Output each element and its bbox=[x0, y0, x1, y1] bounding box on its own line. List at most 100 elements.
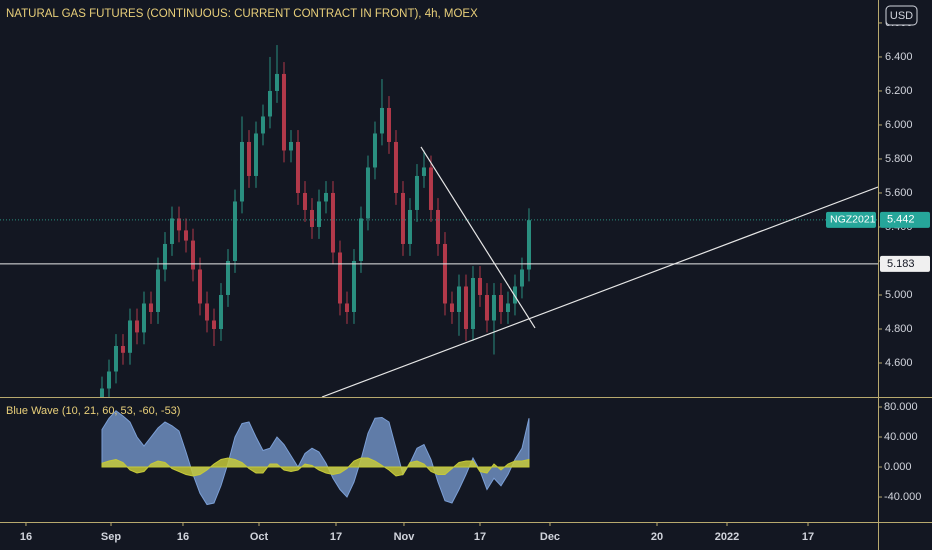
x-tick-label: 2022 bbox=[715, 531, 739, 543]
y2-tick-label: 40.000 bbox=[884, 431, 918, 443]
wave-area bbox=[101, 410, 530, 506]
y-tick-label: 5.600 bbox=[885, 187, 913, 199]
candle-body bbox=[463, 286, 468, 329]
level-label: 5.183 bbox=[887, 258, 915, 270]
candle-body bbox=[155, 269, 160, 312]
candle-body bbox=[505, 303, 510, 312]
candle-body bbox=[526, 220, 531, 270]
x-tick-label: 17 bbox=[802, 531, 814, 543]
y-tick-label: 5.000 bbox=[885, 289, 913, 301]
candle-body bbox=[477, 277, 482, 295]
x-tick-label: 20 bbox=[651, 531, 663, 543]
currency-box[interactable] bbox=[885, 5, 918, 26]
signal-area bbox=[101, 457, 530, 477]
candle-body bbox=[456, 286, 461, 312]
candle-body bbox=[197, 269, 202, 304]
candle-body bbox=[442, 243, 447, 304]
indicator-pane bbox=[101, 410, 530, 506]
x-tick-label: 16 bbox=[20, 531, 32, 543]
candle-body bbox=[246, 141, 251, 176]
candle-body bbox=[183, 230, 188, 241]
candle-body bbox=[253, 133, 258, 176]
y2-tick-label: -40.000 bbox=[884, 491, 921, 503]
candle-body bbox=[120, 345, 125, 353]
candle-body bbox=[274, 73, 279, 91]
candle-body bbox=[267, 90, 272, 117]
last-price-label: 5.442 bbox=[887, 214, 915, 226]
indicator-name: Blue Wave (10, 21, 60, 53, -60, -53) bbox=[6, 405, 180, 417]
candle-body bbox=[330, 192, 335, 253]
candle-body bbox=[386, 107, 391, 142]
currency[interactable]: USD bbox=[890, 10, 913, 22]
candle-body bbox=[498, 294, 503, 312]
candle-body bbox=[127, 320, 132, 353]
symbol-label: NGZ2021 bbox=[830, 214, 876, 226]
x-tick-label: Dec bbox=[540, 531, 560, 543]
candle-body bbox=[491, 294, 496, 321]
candle-body bbox=[484, 294, 489, 321]
candle-body bbox=[99, 388, 104, 397]
y-tick-label: 6.400 bbox=[885, 51, 913, 63]
labels: 4.6004.8005.0005.2005.4005.6005.8006.000… bbox=[20, 17, 930, 543]
y-tick-label: 4.600 bbox=[885, 357, 913, 369]
candle-body bbox=[134, 320, 139, 333]
candle-body bbox=[239, 141, 244, 202]
candle-body bbox=[225, 260, 230, 295]
candle-body bbox=[218, 294, 223, 329]
candle-body bbox=[407, 209, 412, 244]
candle-body bbox=[169, 218, 174, 244]
y2-tick-label: 0.000 bbox=[884, 461, 912, 473]
candle-body bbox=[512, 286, 517, 304]
price-label-box bbox=[880, 211, 930, 228]
candle-body bbox=[400, 192, 405, 244]
y-tick-label: 6.000 bbox=[885, 119, 913, 131]
candle-body bbox=[379, 107, 384, 134]
candle-body bbox=[309, 209, 314, 227]
candle-body bbox=[232, 201, 237, 261]
candle-body bbox=[428, 167, 433, 210]
candle-body bbox=[162, 243, 167, 270]
candle-body bbox=[351, 260, 356, 312]
trend-line bbox=[321, 186, 878, 397]
price-pane bbox=[0, 45, 878, 397]
candle-body bbox=[414, 175, 419, 210]
y-tick-label: 4.800 bbox=[885, 323, 913, 335]
candle-body bbox=[316, 201, 321, 227]
x-tick-label: 16 bbox=[177, 531, 189, 543]
candle-body bbox=[421, 167, 426, 176]
x-tick-label: 17 bbox=[330, 531, 342, 543]
candle-body bbox=[288, 141, 293, 151]
x-tick-label: Oct bbox=[250, 531, 269, 543]
candle-body bbox=[302, 192, 307, 210]
candle-body bbox=[176, 218, 181, 231]
price-label-box bbox=[826, 211, 876, 228]
candle-body bbox=[148, 303, 153, 312]
candle-body bbox=[323, 192, 328, 202]
candle-body bbox=[295, 141, 300, 193]
candle-body bbox=[344, 303, 349, 312]
candle-body bbox=[449, 303, 454, 312]
y-tick-label: 5.800 bbox=[885, 153, 913, 165]
chart-title: NATURAL GAS FUTURES (CONTINUOUS: CURRENT… bbox=[6, 8, 478, 20]
candle-body bbox=[337, 252, 342, 304]
x-tick-label: Sep bbox=[101, 531, 121, 543]
candle-body bbox=[393, 141, 398, 193]
price-label-box bbox=[880, 255, 930, 272]
candle-body bbox=[365, 167, 370, 219]
candle-body bbox=[141, 303, 146, 333]
trend-line bbox=[420, 146, 536, 329]
candle-body bbox=[211, 320, 216, 329]
x-tick-label: 17 bbox=[474, 531, 486, 543]
y2-tick-label: 80.000 bbox=[884, 401, 918, 413]
x-tick-label: Nov bbox=[394, 531, 416, 543]
candle-body bbox=[281, 73, 286, 151]
candle-body bbox=[204, 303, 209, 321]
candle-body bbox=[470, 277, 475, 329]
candle-body bbox=[260, 116, 265, 134]
candle-body bbox=[113, 345, 118, 372]
candle-body bbox=[190, 240, 195, 270]
y-tick-label: 6.200 bbox=[885, 85, 913, 97]
candle-body bbox=[358, 218, 363, 261]
